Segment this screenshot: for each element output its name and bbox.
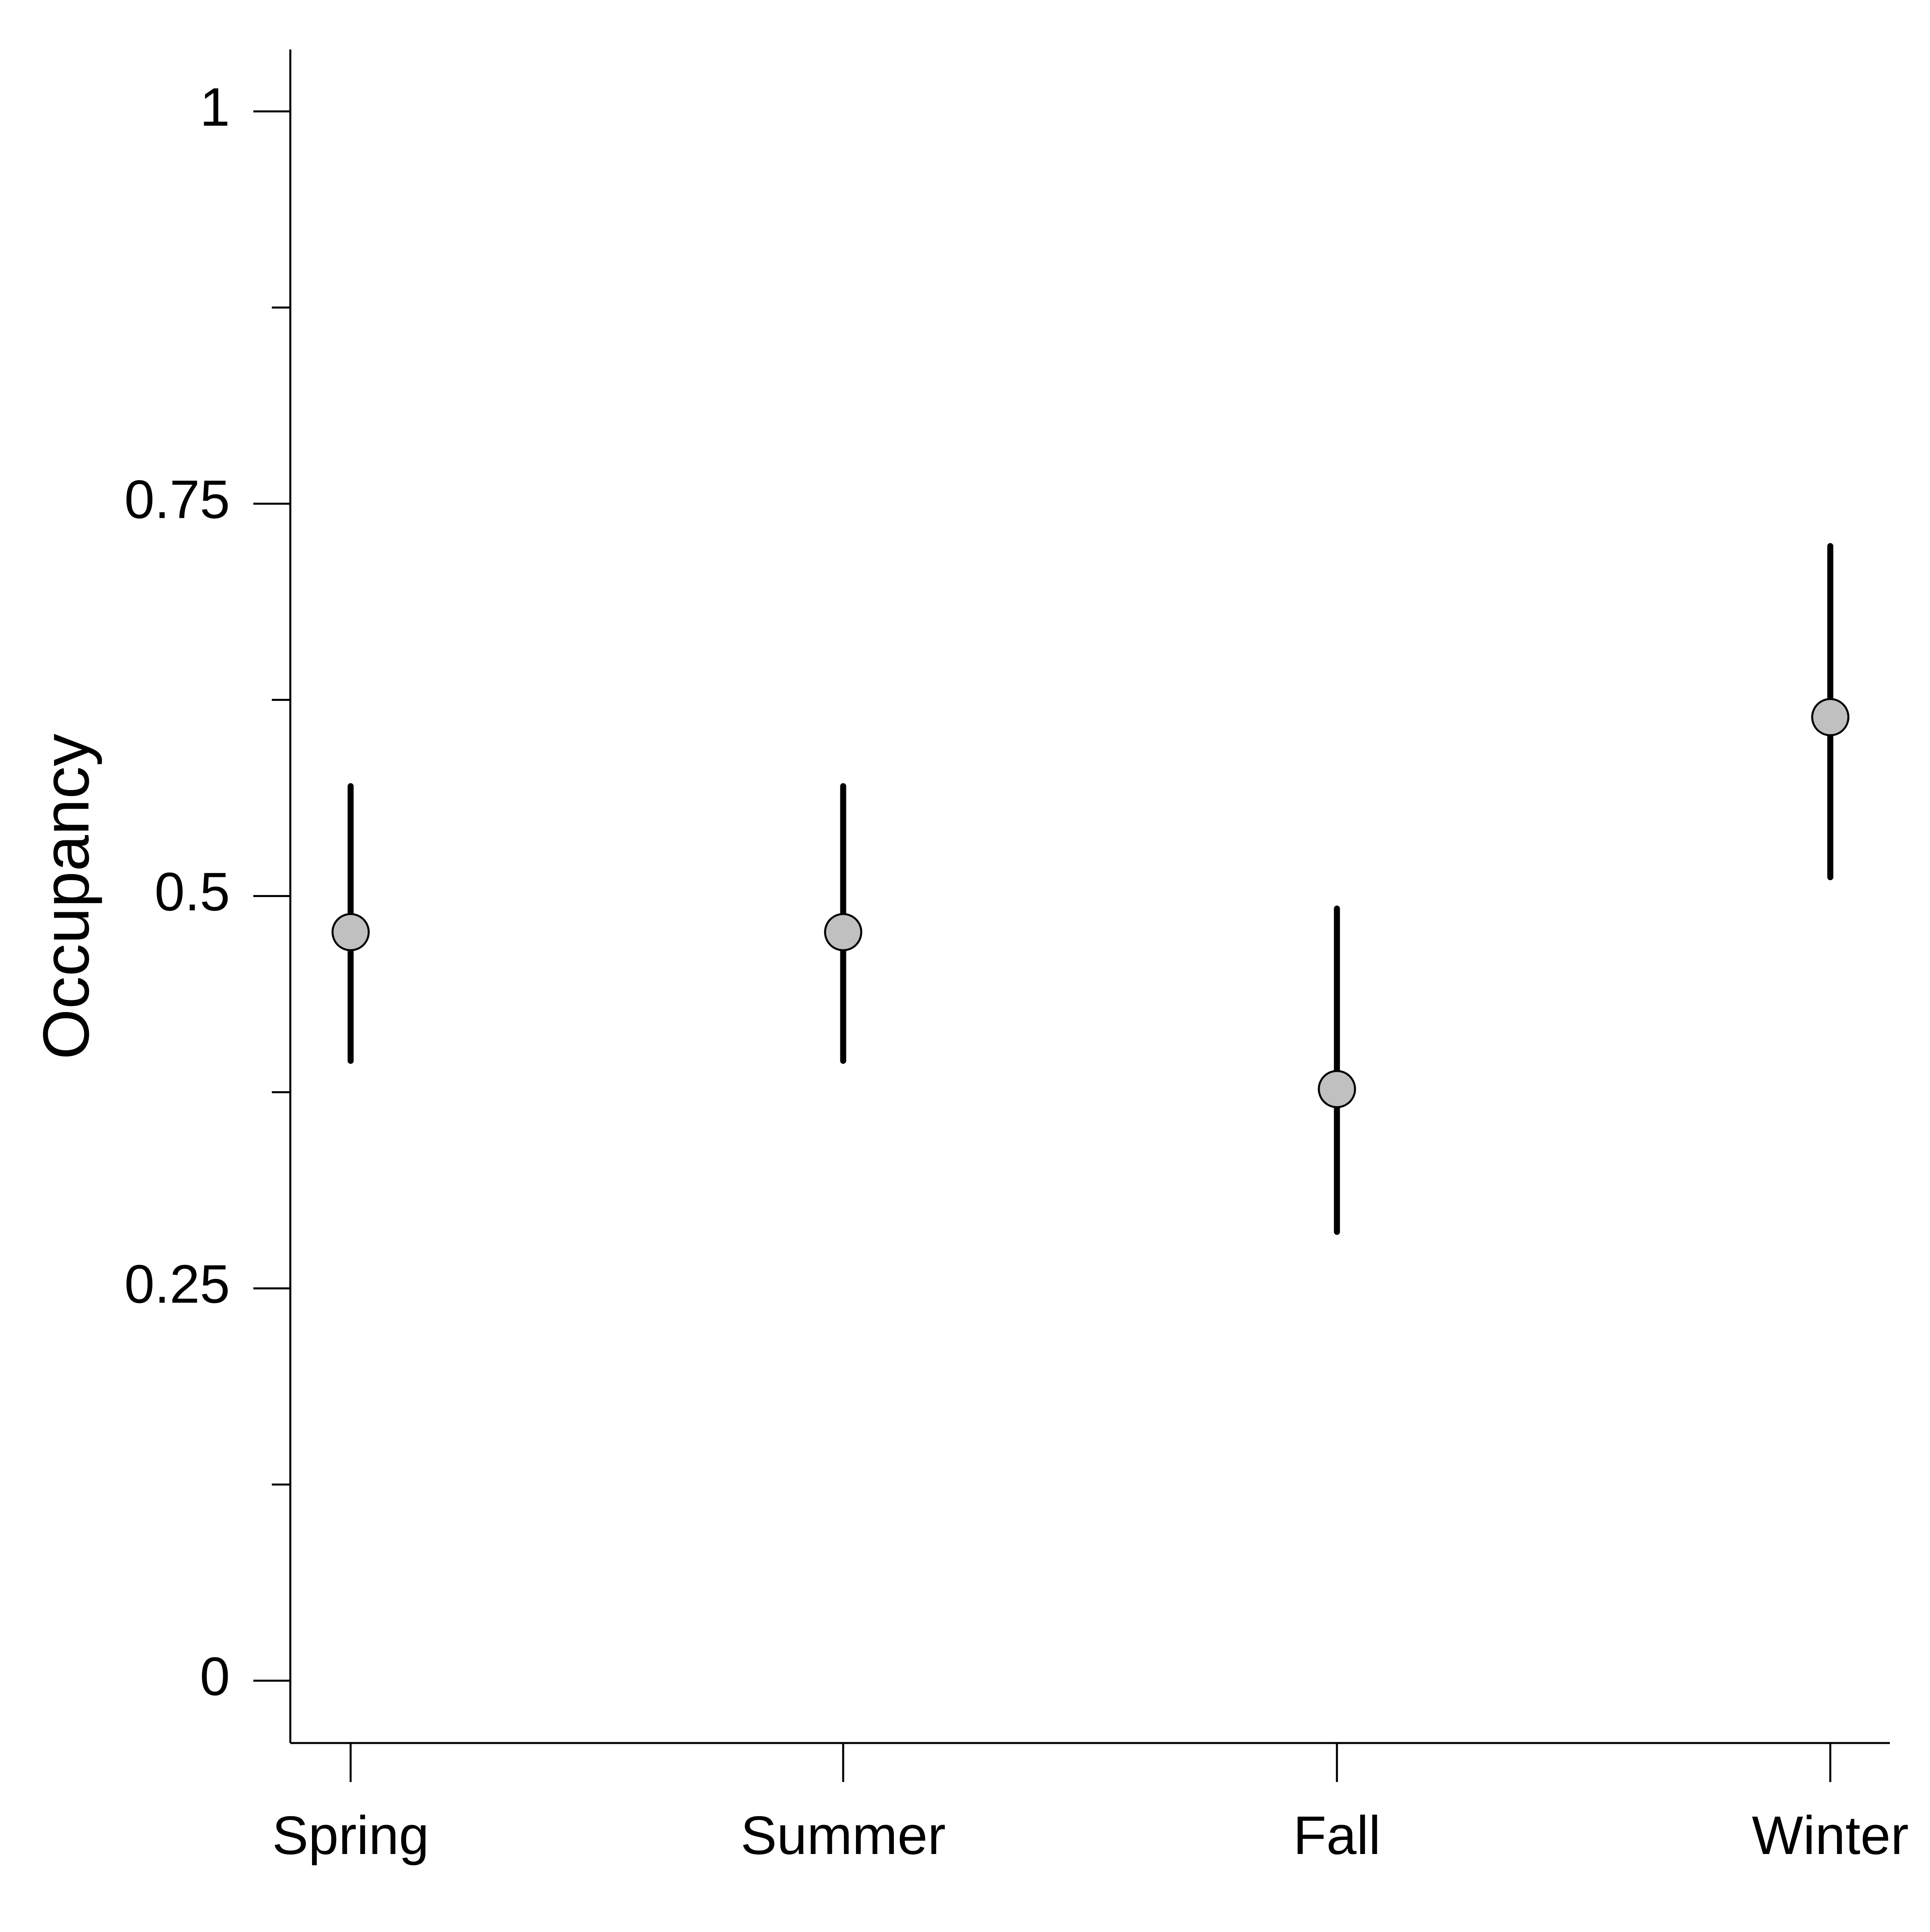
data-point	[824, 913, 862, 951]
x-ticks: Spring Summer Fall Winter	[272, 1743, 1909, 1866]
data-point	[331, 913, 370, 951]
y-tick-label: 0.75	[124, 469, 230, 530]
x-tick-label: Spring	[272, 1805, 429, 1866]
y-tick-label: 0.5	[154, 861, 230, 922]
x-tick-label: Fall	[1293, 1805, 1381, 1866]
axes	[289, 49, 1890, 1744]
y-ticks: 0 0.25 0.5 0.75 1	[124, 77, 290, 1707]
y-tick-label: 0	[200, 1646, 230, 1707]
data-point	[1811, 698, 1850, 737]
y-axis-label: Occupancy	[30, 734, 103, 1059]
data-marks	[331, 543, 1850, 1235]
x-tick-label: Summer	[741, 1805, 946, 1866]
y-tick-label: 0.25	[124, 1254, 230, 1314]
data-point	[1318, 1070, 1356, 1109]
y-tick-label: 1	[200, 77, 230, 138]
x-tick-label: Winter	[1752, 1805, 1909, 1866]
